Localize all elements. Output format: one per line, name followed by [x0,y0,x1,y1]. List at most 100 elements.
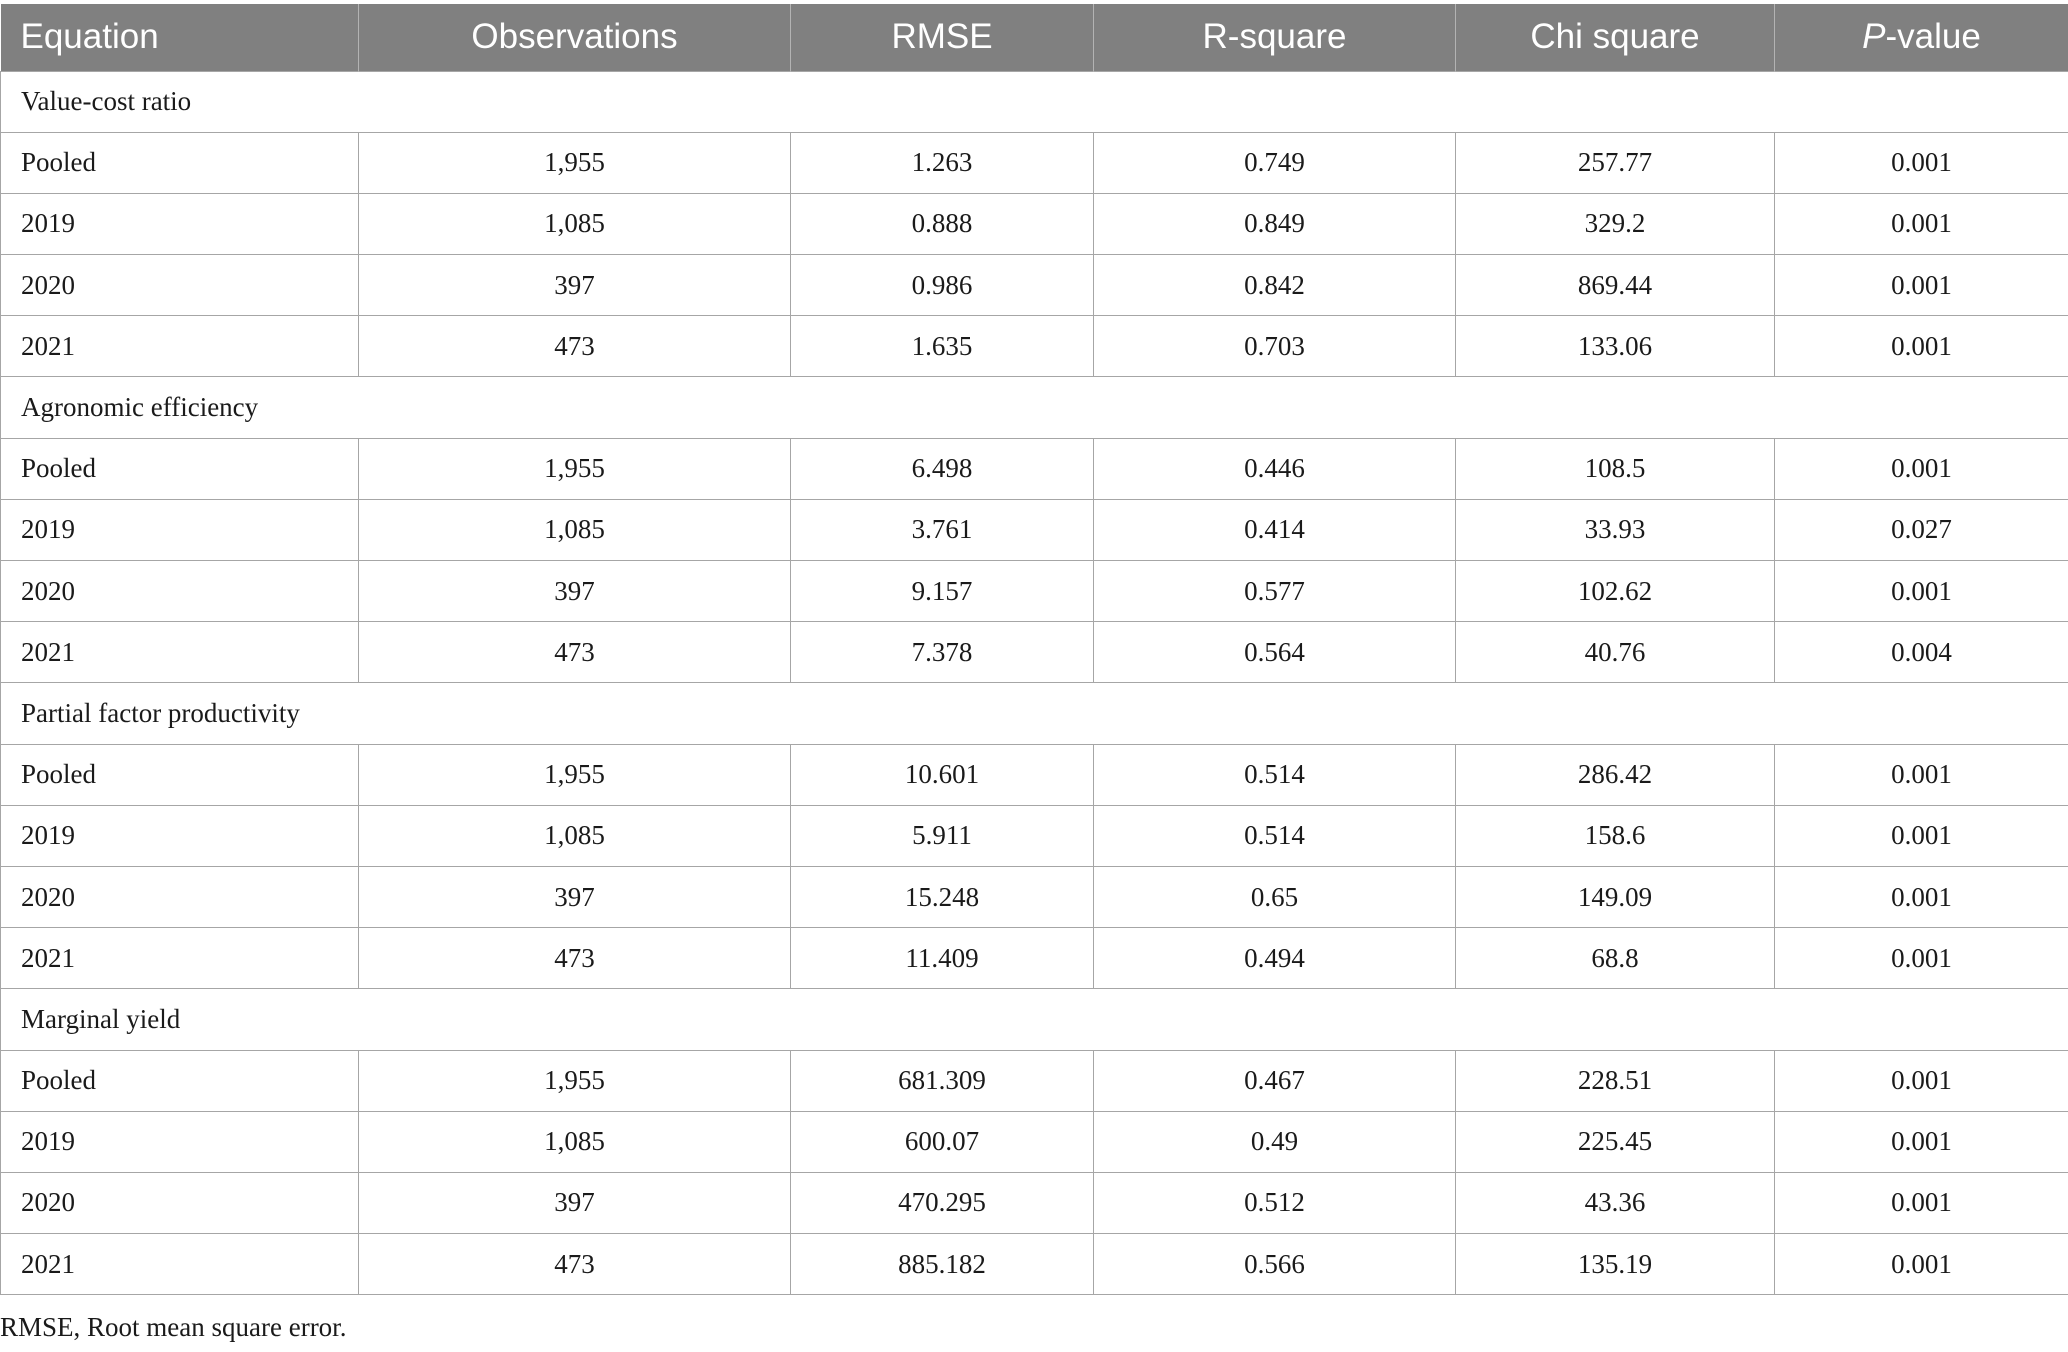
table-row: 2021 473 885.182 0.566 135.19 0.001 [0,1233,2068,1296]
r-square-cell: 0.577 [1093,559,1456,623]
row-label-cell: Pooled [0,1049,359,1112]
table-row: 2019 1,085 3.761 0.414 33.93 0.027 [0,498,2068,562]
section-row: Agronomic efficiency [0,376,2068,439]
header-row: Equation Observations RMSE R-square Chi … [0,4,2068,71]
p-value-cell: 0.001 [1774,131,2068,194]
table-row: 2020 397 0.986 0.842 869.44 0.001 [0,254,2068,317]
rmse-cell: 6.498 [790,437,1094,500]
chi-square-cell: 869.44 [1455,254,1775,317]
row-label-cell: 2020 [0,254,359,317]
section-title: Partial factor productivity [0,682,2068,745]
r-square-cell: 0.703 [1093,315,1456,378]
r-square-cell: 0.49 [1093,1110,1456,1173]
observations-cell: 473 [358,315,791,378]
chi-square-cell: 228.51 [1455,1049,1775,1112]
table-row: 2020 397 9.157 0.577 102.62 0.001 [0,559,2068,623]
rmse-cell: 3.761 [790,498,1094,562]
section-title: Value-cost ratio [0,70,2068,133]
row-label-cell: 2020 [0,1171,359,1235]
chi-square-cell: 102.62 [1455,559,1775,623]
r-square-cell: 0.446 [1093,437,1456,500]
table-row: 2021 473 1.635 0.703 133.06 0.001 [0,315,2068,378]
table-row: Pooled 1,955 6.498 0.446 108.5 0.001 [0,437,2068,500]
section-row: Marginal yield [0,988,2068,1051]
p-value-cell: 0.004 [1774,621,2068,684]
table-row: 2020 397 15.248 0.65 149.09 0.001 [0,865,2068,929]
p-value-cell: 0.001 [1774,437,2068,500]
table-header: Equation Observations RMSE R-square Chi … [0,4,2068,71]
p-value-cell: 0.001 [1774,1233,2068,1296]
r-square-cell: 0.65 [1093,865,1456,929]
rmse-cell: 0.888 [790,192,1094,256]
p-value-cell: 0.001 [1774,315,2068,378]
header-observations: Observations [358,4,791,71]
observations-cell: 1,955 [358,1049,791,1112]
observations-cell: 473 [358,1233,791,1296]
p-value-cell: 0.001 [1774,865,2068,929]
p-value-cell: 0.027 [1774,498,2068,562]
observations-cell: 1,085 [358,498,791,562]
table-row: 2021 473 11.409 0.494 68.8 0.001 [0,927,2068,990]
results-table: Equation Observations RMSE R-square Chi … [0,4,2068,1296]
section-title: Agronomic efficiency [0,376,2068,439]
chi-square-cell: 158.6 [1455,804,1775,867]
row-label-cell: Pooled [0,437,359,500]
section-row: Partial factor productivity [0,682,2068,745]
observations-cell: 1,955 [358,743,791,806]
table-row: 2021 473 7.378 0.564 40.76 0.004 [0,621,2068,684]
row-label-cell: 2021 [0,927,359,990]
header-p-value: P-value [1774,4,2068,71]
table-row: 2020 397 470.295 0.512 43.36 0.001 [0,1171,2068,1235]
row-label-cell: 2021 [0,315,359,378]
r-square-cell: 0.494 [1093,927,1456,990]
observations-cell: 1,085 [358,804,791,867]
table-footnote: RMSE, Root mean square error. [0,1312,347,1342]
p-value-cell: 0.001 [1774,927,2068,990]
p-value-cell: 0.001 [1774,743,2068,806]
p-value-cell: 0.001 [1774,1049,2068,1112]
r-square-cell: 0.749 [1093,131,1456,194]
rmse-cell: 5.911 [790,804,1094,867]
table-body: Value-cost ratio Pooled 1,955 1.263 0.749 257… [0,70,2068,1296]
section-title: Marginal yield [0,988,2068,1051]
header-p-value-suffix: -value [1885,17,1981,57]
r-square-cell: 0.514 [1093,804,1456,867]
r-square-cell: 0.564 [1093,621,1456,684]
table-row: Pooled 1,955 10.601 0.514 286.42 0.001 [0,743,2068,806]
p-value-cell: 0.001 [1774,254,2068,317]
observations-cell: 397 [358,1171,791,1235]
rmse-cell: 11.409 [790,927,1094,990]
rmse-cell: 1.263 [790,131,1094,194]
rmse-cell: 681.309 [790,1049,1094,1112]
rmse-cell: 600.07 [790,1110,1094,1173]
chi-square-cell: 135.19 [1455,1233,1775,1296]
rmse-cell: 7.378 [790,621,1094,684]
rmse-cell: 10.601 [790,743,1094,806]
chi-square-cell: 43.36 [1455,1171,1775,1235]
observations-cell: 1,955 [358,131,791,194]
rmse-cell: 470.295 [790,1171,1094,1235]
row-label-cell: 2019 [0,192,359,256]
chi-square-cell: 40.76 [1455,621,1775,684]
rmse-cell: 1.635 [790,315,1094,378]
row-label-cell: Pooled [0,131,359,194]
r-square-cell: 0.566 [1093,1233,1456,1296]
rmse-cell: 15.248 [790,865,1094,929]
chi-square-cell: 108.5 [1455,437,1775,500]
table-row: Pooled 1,955 1.263 0.749 257.77 0.001 [0,131,2068,194]
rmse-cell: 885.182 [790,1233,1094,1296]
p-value-cell: 0.001 [1774,559,2068,623]
r-square-cell: 0.467 [1093,1049,1456,1112]
observations-cell: 397 [358,865,791,929]
header-equation: Equation [0,4,359,71]
row-label-cell: 2021 [0,621,359,684]
header-rmse: RMSE [790,4,1094,71]
row-label-cell: 2021 [0,1233,359,1296]
observations-cell: 397 [358,254,791,317]
observations-cell: 473 [358,927,791,990]
row-label-cell: 2019 [0,498,359,562]
header-p-value-italic: P [1862,17,1886,57]
observations-cell: 1,085 [358,192,791,256]
table-row: 2019 1,085 0.888 0.849 329.2 0.001 [0,192,2068,256]
row-label-cell: 2019 [0,804,359,867]
